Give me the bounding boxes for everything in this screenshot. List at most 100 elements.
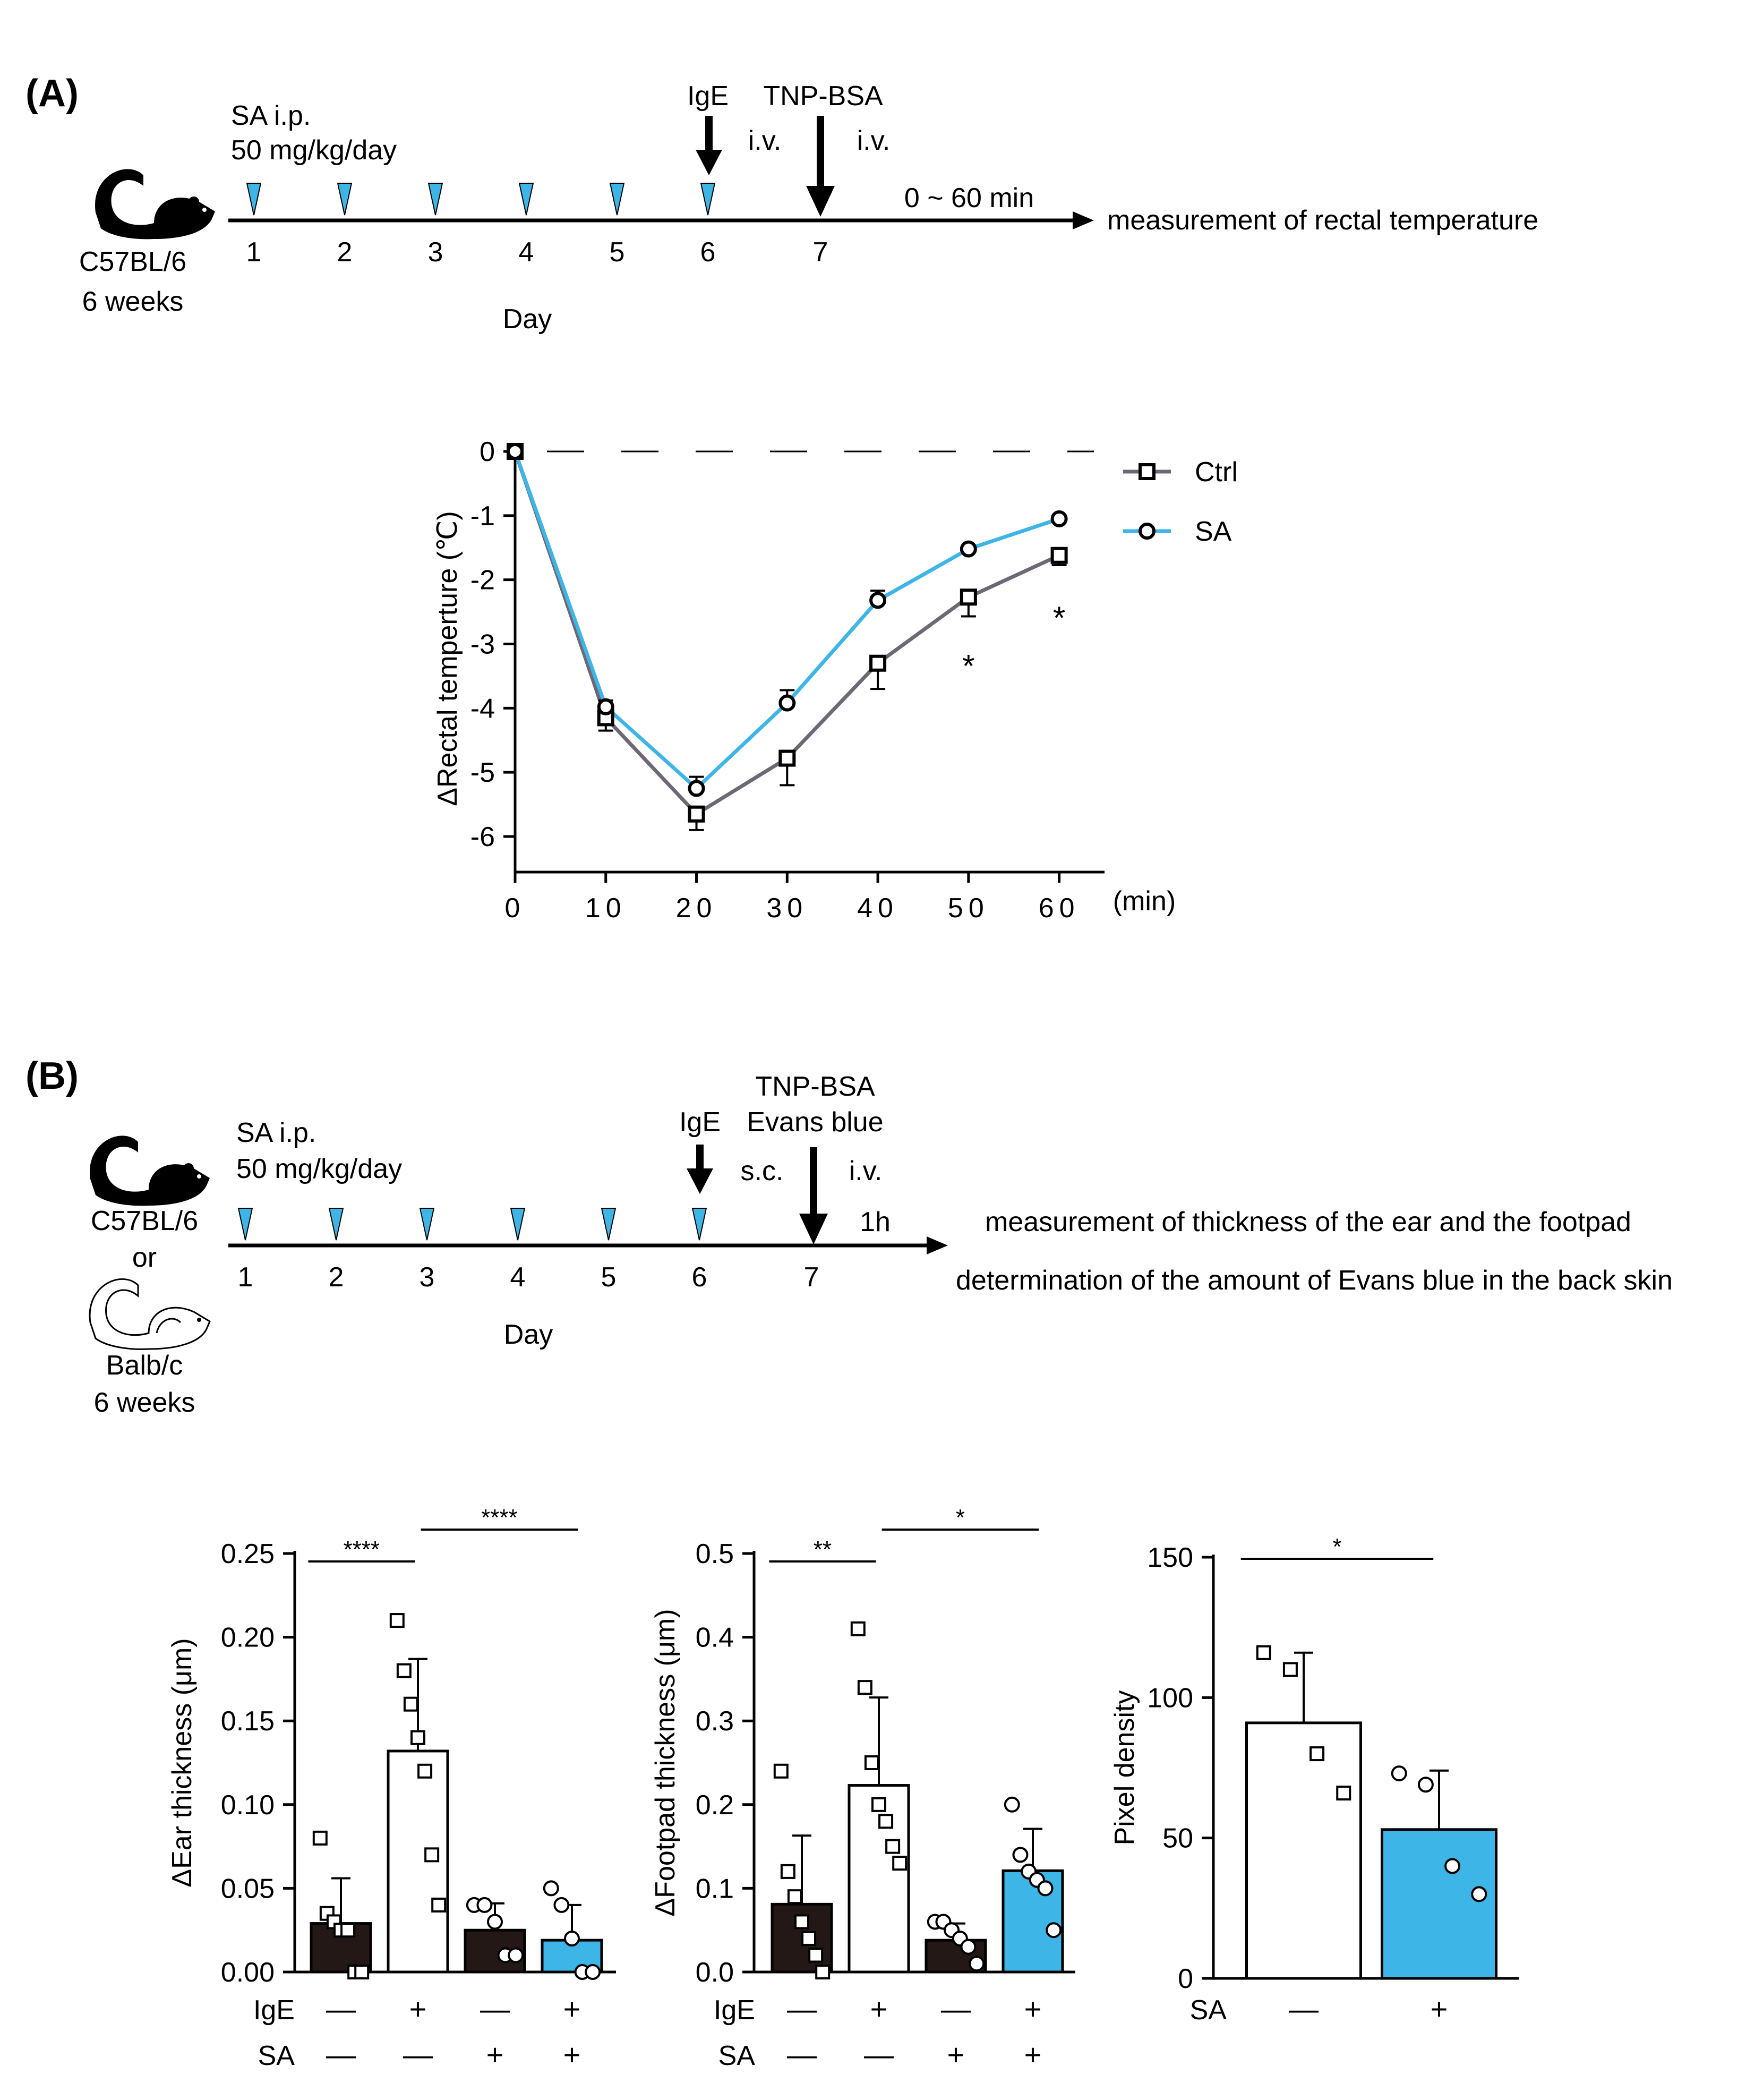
y-tick-label: 50 — [1162, 1823, 1193, 1854]
data-point-square — [869, 654, 887, 672]
data-point-square — [878, 1814, 894, 1829]
y-tick-label: -6 — [470, 822, 495, 852]
sa-injection-triangle — [518, 183, 534, 216]
significance-marker: * — [1053, 600, 1065, 636]
y-tick-label: 150 — [1147, 1542, 1193, 1573]
significance-marker: * — [1332, 1534, 1341, 1560]
y-tick-label: -4 — [470, 693, 495, 724]
day-label: 6 — [700, 237, 716, 268]
legend-label-sa: SA — [1195, 516, 1232, 547]
treatment-indicator: + — [870, 1992, 888, 2026]
data-point-square — [864, 1755, 879, 1770]
panel-b-strain1: C57BL/6 — [91, 1206, 198, 1236]
x-tick-label: 40 — [857, 893, 898, 924]
data-point-square — [773, 1763, 789, 1779]
panel-b-outcome1: measurement of thickness of the ear and … — [985, 1207, 1631, 1237]
significance-marker: **** — [344, 1536, 380, 1563]
data-point-circle — [1046, 1922, 1062, 1939]
data-point-square — [808, 1948, 824, 1963]
panel-a-timeline: (A) C57BL/6 6 weeks SA i.p. 50 mg/kg/day… — [25, 72, 1538, 335]
data-point-square — [396, 1663, 412, 1678]
treatment-indicator: — — [1289, 1992, 1319, 2026]
day-label: 3 — [420, 1262, 435, 1293]
data-point-square — [312, 1830, 328, 1846]
x-tick-label: 30 — [766, 893, 808, 924]
panel-b-injection-markers — [237, 1208, 707, 1241]
treatment-indicator: + — [1431, 1992, 1448, 2026]
panel-b-evans-label: Evans blue — [747, 1107, 883, 1138]
data-point-square — [354, 1965, 370, 1979]
rectal-temperature-chart: 0 -1 -2 -3 -4 -5 -6 0 10 20 30 40 50 60 (min) ΔRectal t… — [432, 437, 1238, 924]
panel-b-ige-route: s.c. — [741, 1156, 784, 1186]
y-tick-label: 0.5 — [696, 1539, 734, 1569]
y-axis-label: Pixel density — [1109, 1691, 1140, 1846]
data-point-square — [1310, 1746, 1325, 1762]
y-tick-label: 100 — [1147, 1683, 1193, 1713]
treatment-indicator: + — [1024, 2038, 1042, 2071]
panel-b-label: (B) — [25, 1055, 79, 1097]
panel-b-age: 6 weeks — [94, 1387, 195, 1418]
data-point-circle — [1444, 1858, 1461, 1874]
significance-marker: * — [956, 1505, 965, 1531]
sa-injection-triangle — [700, 183, 716, 216]
day-label: 5 — [601, 1262, 617, 1293]
data-point-circle — [778, 694, 796, 712]
treatment-indicator: — — [941, 1992, 971, 2026]
panel-b-timeline-arrowhead — [927, 1236, 948, 1254]
y-axis-label: ΔRectal temperture (℃) — [432, 511, 463, 806]
day-label: 4 — [510, 1262, 526, 1293]
sa-injection-triangle — [246, 183, 262, 216]
panel-b-outcome2: determination of the amount of Evans blu… — [956, 1265, 1673, 1296]
x-tick-label: 0 — [505, 893, 526, 924]
panel-b-tnp-route: i.v. — [849, 1156, 883, 1186]
x-tick-label: 60 — [1039, 893, 1080, 924]
data-point-square — [403, 1696, 418, 1712]
bar — [1245, 1721, 1362, 1980]
data-point-square — [410, 1730, 425, 1745]
data-point-circle — [969, 1956, 985, 1972]
sa-injection-triangle — [691, 1208, 707, 1241]
data-point-circle — [1037, 1880, 1054, 1897]
data-point-square — [424, 1847, 440, 1863]
y-tick-label: 0.10 — [221, 1790, 275, 1821]
data-point-square — [417, 1763, 433, 1779]
day-label: 5 — [610, 237, 625, 268]
y-tick-label: 0.4 — [696, 1623, 734, 1653]
data-point-square — [340, 1923, 356, 1938]
panel-b-ige-label: IgE — [679, 1107, 721, 1138]
panel-b-treatment-line1: SA i.p. — [236, 1117, 316, 1148]
y-axis-label: ΔFootpad thickness (μm) — [650, 1609, 681, 1916]
panel-a-tnp-route: i.v. — [857, 125, 891, 156]
white-mouse-icon — [89, 1278, 211, 1350]
data-point-square — [857, 1680, 872, 1695]
y-tick-label: 0.25 — [221, 1539, 275, 1569]
legend-marker-square — [1139, 463, 1156, 480]
treatment-indicator: + — [563, 2038, 581, 2071]
black-mouse-icon — [90, 1136, 210, 1206]
data-point-square — [780, 1864, 795, 1879]
treatment-indicator: — — [326, 1992, 356, 2026]
data-point-square — [389, 1613, 405, 1628]
row-label-ige: IgE — [714, 1995, 755, 2026]
sa-injection-triangle — [419, 1208, 435, 1241]
data-point-circle — [597, 698, 614, 715]
data-point-circle — [1050, 510, 1068, 527]
significance-marker: * — [962, 648, 974, 684]
data-point-circle — [553, 1897, 570, 1913]
footpad-thickness-chart: 0.0 0.1 0.2 0.3 0.4 0.5 ΔFootpad thickness (μm… — [650, 1505, 1075, 2071]
y-tick-label: -3 — [470, 629, 495, 660]
day-label: 6 — [692, 1262, 707, 1293]
panel-b-strain2: Balb/c — [106, 1350, 183, 1381]
panel-a-timeline-arrowhead — [1073, 211, 1094, 229]
treatment-indicator: — — [864, 2038, 894, 2071]
panel-a-day-labels: 1 2 3 4 5 6 7 — [246, 237, 828, 268]
panel-a-time-window: 0 ~ 60 min — [904, 183, 1034, 214]
day-label: 1 — [246, 237, 262, 268]
panel-b-time-window: 1h — [860, 1207, 891, 1237]
panel-a-strain: C57BL/6 — [79, 246, 186, 277]
y-tick-label: -1 — [470, 501, 495, 532]
row-label-sa: SA — [258, 2041, 295, 2071]
data-point-circle — [507, 443, 524, 460]
data-point-square — [794, 1914, 809, 1930]
